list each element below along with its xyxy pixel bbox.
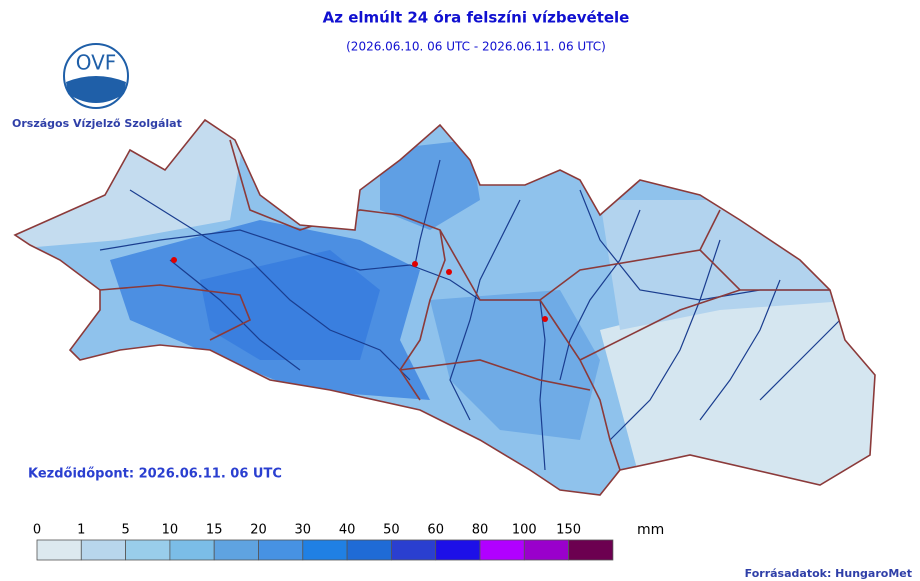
legend-label: 15 (206, 523, 223, 538)
start-time: Kezdőidőpont: 2026.06.11. 06 UTC (28, 467, 282, 482)
legend-swatch (479, 539, 525, 561)
legend-label: 10 (162, 523, 179, 538)
legend-label: 100 (512, 523, 537, 538)
source: Forrásadatok: HungaroMet (745, 567, 912, 580)
legend-swatch (36, 539, 82, 561)
legend-label: 30 (295, 523, 312, 538)
legend-swatch (125, 539, 171, 561)
legend-label: 0 (33, 523, 41, 538)
legend-swatch (435, 539, 481, 561)
legend-label: 80 (472, 523, 489, 538)
legend-label: 5 (121, 523, 129, 538)
org-name: Országos Vízjelző Szolgálat (12, 117, 182, 130)
legend-swatch (523, 539, 569, 561)
legend: 0 1 5 10 15 20 30 40 50 60 80 100 150 (33, 523, 614, 561)
legend-label: 150 (556, 523, 581, 538)
precip-field (15, 120, 875, 495)
legend-swatch (169, 539, 215, 561)
legend-swatch (258, 539, 304, 561)
legend-swatch (302, 539, 348, 561)
legend-unit: mm (637, 522, 664, 538)
legend-label: 20 (250, 523, 267, 538)
legend-label: 60 (427, 523, 444, 538)
legend-label: 40 (339, 523, 356, 538)
legend-swatch (390, 539, 437, 561)
legend-label: 1 (77, 523, 85, 538)
legend-swatch (213, 539, 259, 561)
logo: OVF (63, 43, 129, 109)
legend-swatch (80, 539, 127, 561)
logo-text: OVF (76, 51, 117, 75)
legend-label: 50 (383, 523, 400, 538)
legend-swatch (568, 539, 614, 561)
title: Az elmúlt 24 óra felszíni vízbevétele (323, 9, 630, 27)
city-markers (171, 257, 548, 322)
legend-swatch (346, 539, 392, 561)
subtitle: (2026.06.10. 06 UTC - 2026.06.11. 06 UTC… (346, 40, 606, 54)
